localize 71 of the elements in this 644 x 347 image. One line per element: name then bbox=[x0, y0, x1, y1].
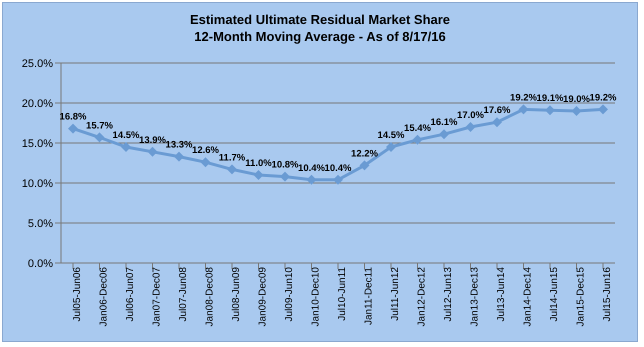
y-tick-label: 10.0% bbox=[22, 178, 54, 190]
x-tick-label: Jul10-Jun11 bbox=[337, 266, 348, 321]
data-label: 13.3% bbox=[166, 140, 194, 151]
x-tick-label: Jan13-Dec13 bbox=[470, 266, 481, 326]
data-label: 11.0% bbox=[245, 158, 272, 169]
x-tick-label: Jan07-Dec07 bbox=[152, 266, 163, 326]
point bbox=[412, 134, 422, 145]
x-tick-label: Jan14-Dec14 bbox=[522, 266, 534, 326]
point bbox=[466, 122, 476, 132]
x-tick-label: Jul07-Jun08 bbox=[178, 266, 190, 322]
x-tick-label: Jul14-Jun15 bbox=[549, 266, 560, 322]
data-label: 19.2% bbox=[510, 92, 538, 104]
data-label: 10.4% bbox=[324, 162, 352, 174]
point bbox=[174, 152, 184, 162]
point bbox=[439, 129, 449, 140]
chart-title: Estimated Ultimate Residual Market Share bbox=[188, 11, 452, 28]
point bbox=[68, 124, 78, 134]
data-label: 11.7% bbox=[218, 152, 246, 164]
point bbox=[492, 117, 502, 128]
point bbox=[333, 174, 343, 185]
x-tick-label: Jul06-Jun07 bbox=[125, 266, 136, 322]
data-label: 14.5% bbox=[378, 130, 406, 141]
chart-subtitle: 12-Month Moving Average - As of 8/17/16 bbox=[193, 28, 447, 45]
data-label: 12.2% bbox=[351, 148, 379, 160]
point bbox=[360, 160, 370, 170]
x-tick-label: Jan06-Dec06 bbox=[98, 266, 110, 326]
data-label: 19.0% bbox=[563, 94, 591, 105]
data-label: 16.8% bbox=[60, 112, 88, 123]
data-label: 17.6% bbox=[484, 105, 512, 116]
point bbox=[572, 106, 582, 116]
x-tick-label: Jul13-Jun14 bbox=[496, 266, 508, 322]
data-label: 13.9% bbox=[139, 134, 167, 146]
x-tick-label: Jan15-Dec15 bbox=[576, 266, 587, 326]
x-tick-label: Jul11-Jun12 bbox=[390, 266, 402, 321]
y-tick-label: 15.0% bbox=[22, 138, 54, 150]
data-label: 15.4% bbox=[404, 122, 432, 134]
y-tick-label: 5.0% bbox=[28, 218, 54, 230]
point bbox=[254, 170, 264, 180]
x-tick-label: Jan09-Dec09 bbox=[258, 266, 269, 326]
x-tick-label: Jul12-Jun13 bbox=[443, 266, 454, 322]
data-label: 16.1% bbox=[430, 117, 458, 128]
data-label: 19.1% bbox=[536, 93, 564, 104]
data-label: 10.8% bbox=[272, 160, 300, 171]
data-label: 10.4% bbox=[298, 162, 326, 174]
x-tick-label: Jan08-Dec08 bbox=[204, 266, 216, 326]
point bbox=[598, 104, 608, 114]
x-tick-label: Jan11-Dec11 bbox=[364, 266, 375, 325]
point bbox=[306, 174, 316, 185]
point bbox=[148, 146, 158, 157]
point bbox=[121, 142, 131, 152]
y-tick-label: 25.0% bbox=[22, 58, 54, 70]
point bbox=[545, 105, 555, 116]
x-tick-label: Jul15-Jun16 bbox=[602, 266, 614, 322]
y-tick-label: 0.0% bbox=[28, 258, 54, 270]
x-tick-label: Jul09-Jun10 bbox=[284, 266, 296, 322]
point bbox=[227, 164, 237, 174]
data-label: 19.2% bbox=[590, 92, 618, 104]
x-tick-label: Jan12-Dec12 bbox=[416, 266, 428, 326]
x-tick-label: Jul08-Jun09 bbox=[231, 266, 242, 322]
x-tick-label: Jan10-Dec10 bbox=[310, 266, 322, 326]
data-label: 12.6% bbox=[192, 145, 220, 156]
data-label: 15.7% bbox=[86, 120, 114, 132]
point bbox=[200, 157, 210, 168]
x-tick-label: Jul05-Jun06 bbox=[72, 266, 84, 322]
y-tick-label: 20.0% bbox=[22, 98, 54, 110]
data-label: 17.0% bbox=[457, 110, 485, 121]
point bbox=[518, 104, 528, 114]
point bbox=[386, 142, 396, 152]
point bbox=[280, 172, 290, 182]
data-label: 14.5% bbox=[112, 130, 140, 141]
point bbox=[94, 132, 104, 142]
